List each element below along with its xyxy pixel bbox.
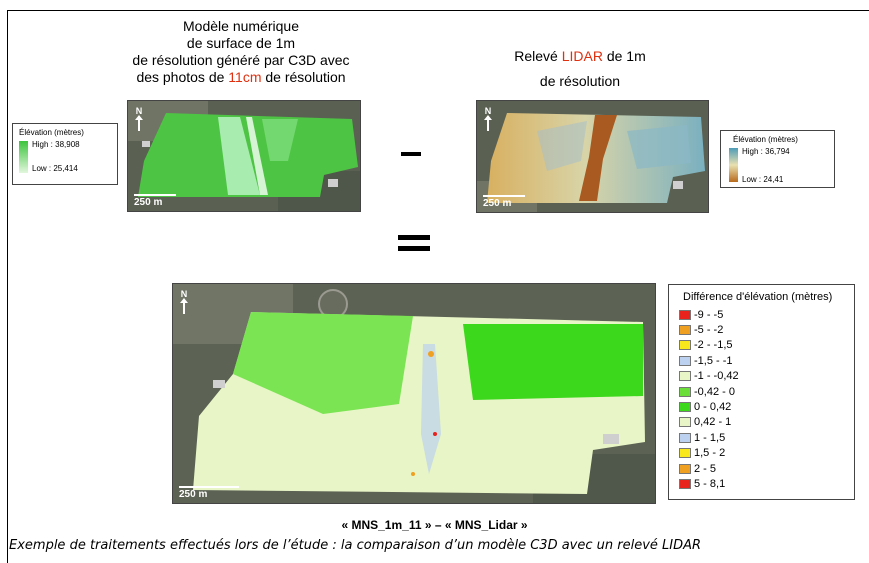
c3d-elevation-legend: Élévation (mètres) High : 38,908 Low : 2… bbox=[12, 123, 118, 185]
legend-swatch bbox=[679, 355, 691, 366]
scale-bar: 250 m bbox=[179, 486, 239, 500]
c3d-surface-map: N 250 m bbox=[127, 100, 361, 212]
legend-class-label: -2 - -1,5 bbox=[694, 339, 733, 352]
legend-swatch bbox=[679, 340, 691, 351]
legend-class: 1 - 1,5 bbox=[679, 430, 739, 445]
north-arrow-icon: N bbox=[483, 107, 493, 131]
lidar-title: Relevé LIDAR de 1m de résolution bbox=[514, 48, 646, 89]
legend-swatch bbox=[679, 432, 691, 443]
legend-class-label: -9 - -5 bbox=[694, 308, 724, 321]
legend-class: -1 - -0,42 bbox=[679, 369, 739, 384]
figure-caption: Exemple de traitements effectués lors de… bbox=[9, 538, 702, 553]
legend-class-label: 1,5 - 2 bbox=[694, 447, 726, 460]
legend-class: -0,42 - 0 bbox=[679, 384, 739, 399]
minus-operator bbox=[401, 152, 421, 156]
legend-swatch bbox=[679, 402, 691, 413]
legend-class-label: -1 - -0,42 bbox=[694, 370, 739, 383]
legend-class-label: 1 - 1,5 bbox=[694, 431, 726, 444]
elevation-ramp-blue-brown bbox=[729, 148, 738, 182]
legend-swatch bbox=[679, 463, 691, 474]
legend-class-label: -0,42 - 0 bbox=[694, 385, 735, 398]
north-arrow-icon: N bbox=[134, 107, 144, 131]
legend-swatch bbox=[679, 325, 691, 336]
lidar-elevation-legend: Élévation (mètres) High : 36,794 Low : 2… bbox=[720, 130, 835, 188]
legend-class: -5 - -2 bbox=[679, 322, 739, 337]
equals-operator bbox=[398, 235, 430, 257]
elevation-difference-legend: Différence d'élévation (mètres) -9 - -5-… bbox=[668, 284, 855, 500]
legend-class-label: 5 - 8,1 bbox=[694, 477, 726, 490]
legend-class-label: -1,5 - -1 bbox=[694, 354, 733, 367]
c3d-model-title: Modèle numérique de surface de 1m de rés… bbox=[132, 18, 350, 85]
legend-class-label: 0 - 0,42 bbox=[694, 401, 732, 414]
elevation-difference-map: N 250 m bbox=[172, 283, 656, 504]
legend-class: -9 - -5 bbox=[679, 307, 739, 322]
legend-swatch bbox=[679, 371, 691, 382]
legend-class-label: 2 - 5 bbox=[694, 462, 717, 475]
legend-swatch bbox=[679, 417, 691, 428]
formula: « MNS_1m_11 » – « MNS_Lidar » bbox=[341, 518, 528, 532]
legend-class: 2 - 5 bbox=[679, 461, 739, 476]
legend-swatch bbox=[679, 478, 691, 489]
figure-frame bbox=[7, 10, 869, 563]
elevation-ramp-green bbox=[19, 141, 28, 173]
legend-swatch bbox=[679, 309, 691, 320]
legend-swatch bbox=[679, 386, 691, 397]
legend-class-label: -5 - -2 bbox=[694, 324, 724, 337]
scale-bar: 250 m bbox=[134, 194, 176, 208]
legend-class: 5 - 8,1 bbox=[679, 476, 739, 491]
legend-class-list: -9 - -5 -5 - -2 -2 - -1,5 -1,5 - -1 -1 - -0,… bbox=[679, 307, 739, 492]
lidar-map: N 250 m bbox=[476, 100, 709, 213]
scale-bar: 250 m bbox=[483, 195, 525, 209]
legend-class-label: 0,42 - 1 bbox=[694, 416, 732, 429]
legend-class: 0 - 0,42 bbox=[679, 399, 739, 414]
north-arrow-icon: N bbox=[179, 290, 189, 314]
legend-class: -2 - -1,5 bbox=[679, 338, 739, 353]
legend-class: 1,5 - 2 bbox=[679, 446, 739, 461]
legend-class: -1,5 - -1 bbox=[679, 353, 739, 368]
legend-class: 0,42 - 1 bbox=[679, 415, 739, 430]
legend-swatch bbox=[679, 448, 691, 459]
